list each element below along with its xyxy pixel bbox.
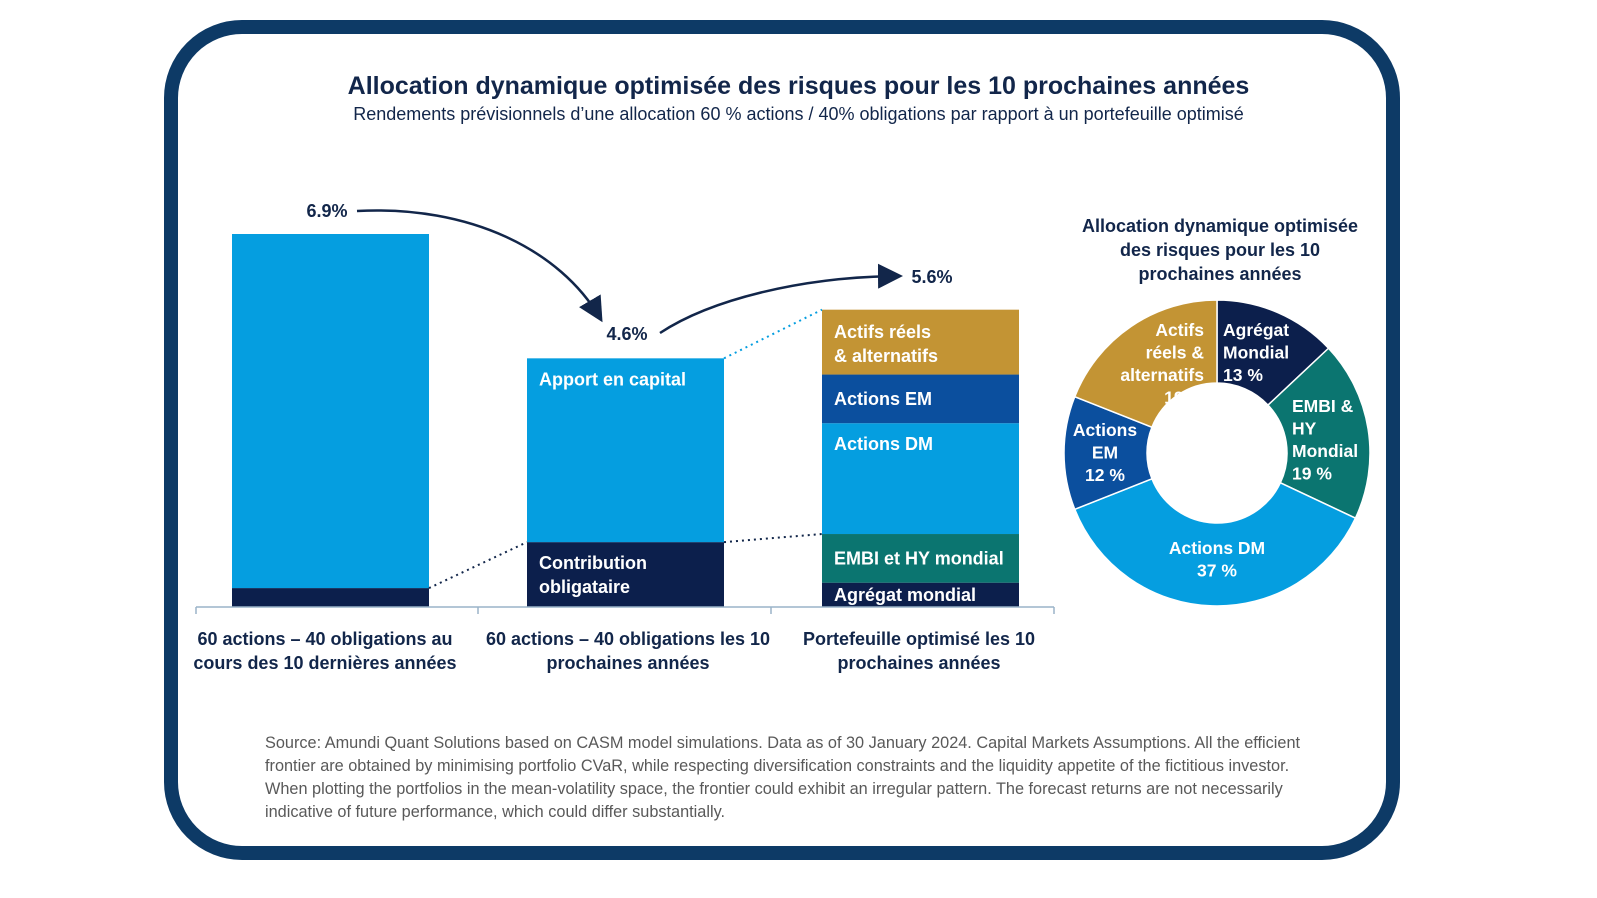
bond-connector-line (428, 541, 528, 589)
x-tick-label-2: 60 actions – 40 obligations les 10 proch… (485, 629, 771, 673)
arrow-curve (659, 263, 903, 335)
donut-label: EMBI & HY Mondial 19 % (1292, 396, 1358, 484)
donut-title: Allocation dynamique optimisée des risqu… (1081, 216, 1359, 284)
donut-slice (1073, 477, 1357, 607)
bar-segment (822, 534, 1019, 583)
segment-label: Actifs réels & alternatifs (834, 322, 938, 366)
total-label: 4.6% (606, 324, 647, 344)
bar-segment (822, 309, 1019, 375)
arrow-curve (356, 209, 603, 323)
total-label: 6.9% (306, 201, 347, 221)
bar-segment (527, 542, 724, 607)
source-note: Source: Amundi Quant Solutions based on … (265, 734, 1301, 821)
chart-subtitle: Rendements prévisionnels d’une allocatio… (353, 104, 1244, 124)
total-label: 5.6% (911, 267, 952, 287)
bar-segment (232, 588, 429, 607)
bar-segment (527, 358, 724, 543)
segment-label: Apport en capital (539, 369, 686, 389)
bar-segment (232, 234, 429, 589)
segment-label: Actions DM (834, 434, 933, 454)
equity-connector-line (723, 308, 823, 360)
donut-chart: Agrégat Mondial 13 %EMBI & HY Mondial 19 % Act… (1063, 299, 1371, 607)
segment-label: EMBI et HY mondial (834, 548, 1004, 568)
x-tick-label-1: 60 actions – 40 obligations au cours des… (193, 629, 457, 673)
donut-slice (1073, 299, 1218, 429)
segment-label: Actions EM (834, 389, 932, 409)
donut-label: Actifs réels & alternatifs 19 % (1120, 320, 1204, 408)
bar-segment (822, 423, 1019, 535)
bar-segment (822, 374, 1019, 424)
stacked-bars: Contribution obligataire Apport en capital… (195, 201, 1055, 614)
donut-label: Agrégat Mondial 13 % (1223, 320, 1289, 385)
donut-label: Actions DM 37 % (1169, 538, 1265, 581)
x-tick-label-3: Portefeuille optimisé les 10 prochaines … (802, 629, 1036, 673)
chart-title: Allocation dynamique optimisée des risqu… (347, 72, 1250, 100)
bar-segment (822, 582, 1019, 607)
bond-connector-line (723, 533, 823, 544)
segment-label: Contribution obligataire (539, 553, 647, 597)
donut-slice (1266, 347, 1371, 520)
segment-label: Agrégat mondial (834, 585, 976, 605)
donut-label: Actions EM 12 % (1073, 420, 1137, 485)
